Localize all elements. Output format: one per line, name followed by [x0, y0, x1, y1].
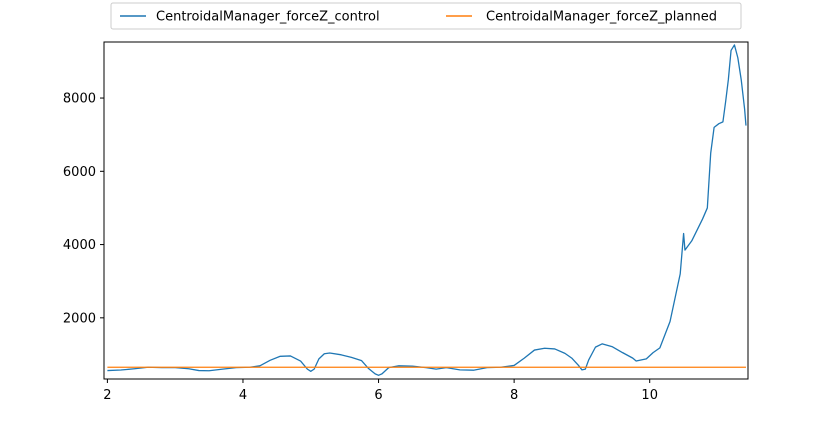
x-tick-label: 8: [510, 388, 518, 403]
legend-box: [110, 2, 742, 30]
y-tick-label: 6000: [63, 165, 96, 180]
series-line-control: [107, 44, 747, 376]
legend: CentroidalManager_forceZ_control Centroi…: [110, 2, 742, 30]
series-layer: [107, 44, 747, 376]
x-tick-label: 10: [641, 388, 658, 403]
x-tick-label: 4: [239, 388, 247, 403]
plot-area: [103, 41, 749, 380]
legend-label-planned: CentroidalManager_forceZ_planned: [486, 10, 717, 25]
x-tick-label: 2: [103, 388, 111, 403]
x-tick-label: 6: [374, 388, 382, 403]
y-axis: 2000 4000 6000 8000: [63, 92, 104, 326]
y-tick-label: 8000: [63, 92, 96, 107]
y-tick-label: 4000: [63, 238, 96, 253]
axes-frame: [103, 41, 749, 380]
x-axis: 2 4 6 8 10: [103, 379, 658, 403]
legend-label-control: CentroidalManager_forceZ_control: [156, 10, 380, 25]
y-tick-label: 2000: [63, 311, 96, 326]
